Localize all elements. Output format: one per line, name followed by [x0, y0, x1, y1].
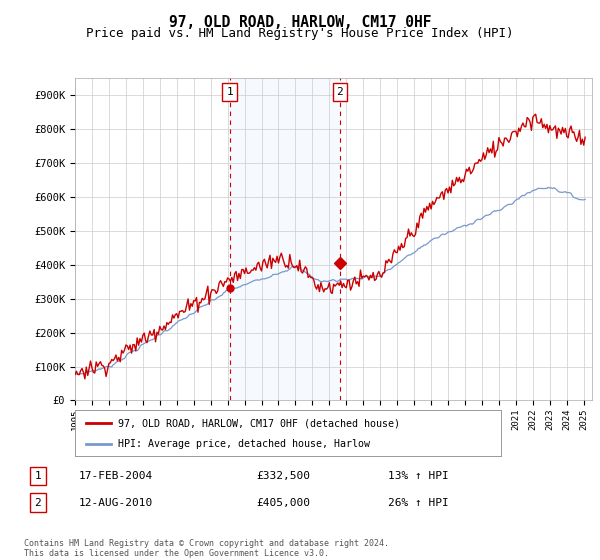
- Text: 1: 1: [226, 87, 233, 97]
- Text: 97, OLD ROAD, HARLOW, CM17 0HF (detached house): 97, OLD ROAD, HARLOW, CM17 0HF (detached…: [118, 418, 400, 428]
- Text: 13% ↑ HPI: 13% ↑ HPI: [388, 471, 449, 481]
- Bar: [230, 78, 340, 400]
- Text: £332,500: £332,500: [256, 471, 310, 481]
- Text: 2: 2: [337, 87, 343, 97]
- Text: 12-AUG-2010: 12-AUG-2010: [79, 498, 154, 508]
- Text: Contains HM Land Registry data © Crown copyright and database right 2024.
This d: Contains HM Land Registry data © Crown c…: [24, 539, 389, 558]
- Text: HPI: Average price, detached house, Harlow: HPI: Average price, detached house, Harl…: [118, 438, 370, 449]
- Text: Price paid vs. HM Land Registry's House Price Index (HPI): Price paid vs. HM Land Registry's House …: [86, 27, 514, 40]
- Text: £405,000: £405,000: [256, 498, 310, 508]
- Text: 1: 1: [34, 471, 41, 481]
- Text: 26% ↑ HPI: 26% ↑ HPI: [388, 498, 449, 508]
- Text: 97, OLD ROAD, HARLOW, CM17 0HF: 97, OLD ROAD, HARLOW, CM17 0HF: [169, 15, 431, 30]
- Text: 2: 2: [34, 498, 41, 508]
- Text: 17-FEB-2004: 17-FEB-2004: [79, 471, 154, 481]
